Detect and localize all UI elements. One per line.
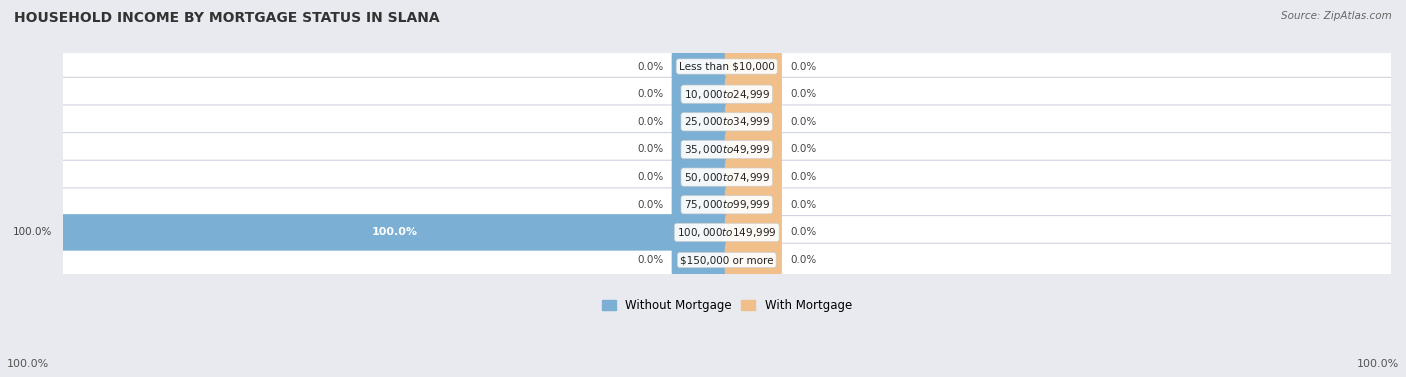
- Legend: Without Mortgage, With Mortgage: Without Mortgage, With Mortgage: [596, 294, 856, 317]
- FancyBboxPatch shape: [724, 104, 782, 140]
- Text: $10,000 to $24,999: $10,000 to $24,999: [683, 88, 770, 101]
- Text: Less than $10,000: Less than $10,000: [679, 61, 775, 72]
- Text: 0.0%: 0.0%: [637, 172, 664, 182]
- Text: 0.0%: 0.0%: [637, 89, 664, 99]
- Text: 0.0%: 0.0%: [790, 144, 815, 155]
- Text: 0.0%: 0.0%: [790, 117, 815, 127]
- Text: 0.0%: 0.0%: [790, 61, 815, 72]
- Text: 0.0%: 0.0%: [790, 227, 815, 238]
- FancyBboxPatch shape: [62, 105, 1392, 139]
- Text: $75,000 to $99,999: $75,000 to $99,999: [683, 198, 770, 211]
- FancyBboxPatch shape: [62, 216, 1392, 249]
- Text: $150,000 or more: $150,000 or more: [681, 255, 773, 265]
- FancyBboxPatch shape: [724, 76, 782, 112]
- Text: 100.0%: 100.0%: [1357, 359, 1399, 369]
- FancyBboxPatch shape: [724, 242, 782, 278]
- FancyBboxPatch shape: [672, 48, 728, 85]
- Text: 0.0%: 0.0%: [790, 200, 815, 210]
- FancyBboxPatch shape: [62, 77, 1392, 111]
- FancyBboxPatch shape: [672, 104, 728, 140]
- Text: 0.0%: 0.0%: [637, 117, 664, 127]
- FancyBboxPatch shape: [724, 187, 782, 223]
- Text: 0.0%: 0.0%: [637, 61, 664, 72]
- FancyBboxPatch shape: [672, 131, 728, 168]
- FancyBboxPatch shape: [60, 214, 728, 251]
- FancyBboxPatch shape: [724, 214, 782, 251]
- Text: 100.0%: 100.0%: [13, 227, 52, 238]
- Text: Source: ZipAtlas.com: Source: ZipAtlas.com: [1281, 11, 1392, 21]
- FancyBboxPatch shape: [672, 242, 728, 278]
- Text: HOUSEHOLD INCOME BY MORTGAGE STATUS IN SLANA: HOUSEHOLD INCOME BY MORTGAGE STATUS IN S…: [14, 11, 440, 25]
- FancyBboxPatch shape: [672, 76, 728, 112]
- FancyBboxPatch shape: [62, 133, 1392, 166]
- Text: 0.0%: 0.0%: [637, 255, 664, 265]
- Text: $35,000 to $49,999: $35,000 to $49,999: [683, 143, 770, 156]
- Text: $100,000 to $149,999: $100,000 to $149,999: [678, 226, 776, 239]
- Text: 0.0%: 0.0%: [790, 172, 815, 182]
- Text: 0.0%: 0.0%: [637, 200, 664, 210]
- Text: $25,000 to $34,999: $25,000 to $34,999: [683, 115, 770, 128]
- FancyBboxPatch shape: [62, 50, 1392, 83]
- FancyBboxPatch shape: [672, 159, 728, 195]
- FancyBboxPatch shape: [724, 159, 782, 195]
- Text: 100.0%: 100.0%: [7, 359, 49, 369]
- Text: 0.0%: 0.0%: [790, 89, 815, 99]
- Text: $50,000 to $74,999: $50,000 to $74,999: [683, 171, 770, 184]
- Text: 0.0%: 0.0%: [637, 144, 664, 155]
- Text: 0.0%: 0.0%: [790, 255, 815, 265]
- FancyBboxPatch shape: [62, 188, 1392, 222]
- FancyBboxPatch shape: [724, 48, 782, 85]
- FancyBboxPatch shape: [62, 243, 1392, 277]
- Text: 100.0%: 100.0%: [371, 227, 418, 238]
- FancyBboxPatch shape: [62, 160, 1392, 194]
- FancyBboxPatch shape: [724, 131, 782, 168]
- FancyBboxPatch shape: [672, 187, 728, 223]
